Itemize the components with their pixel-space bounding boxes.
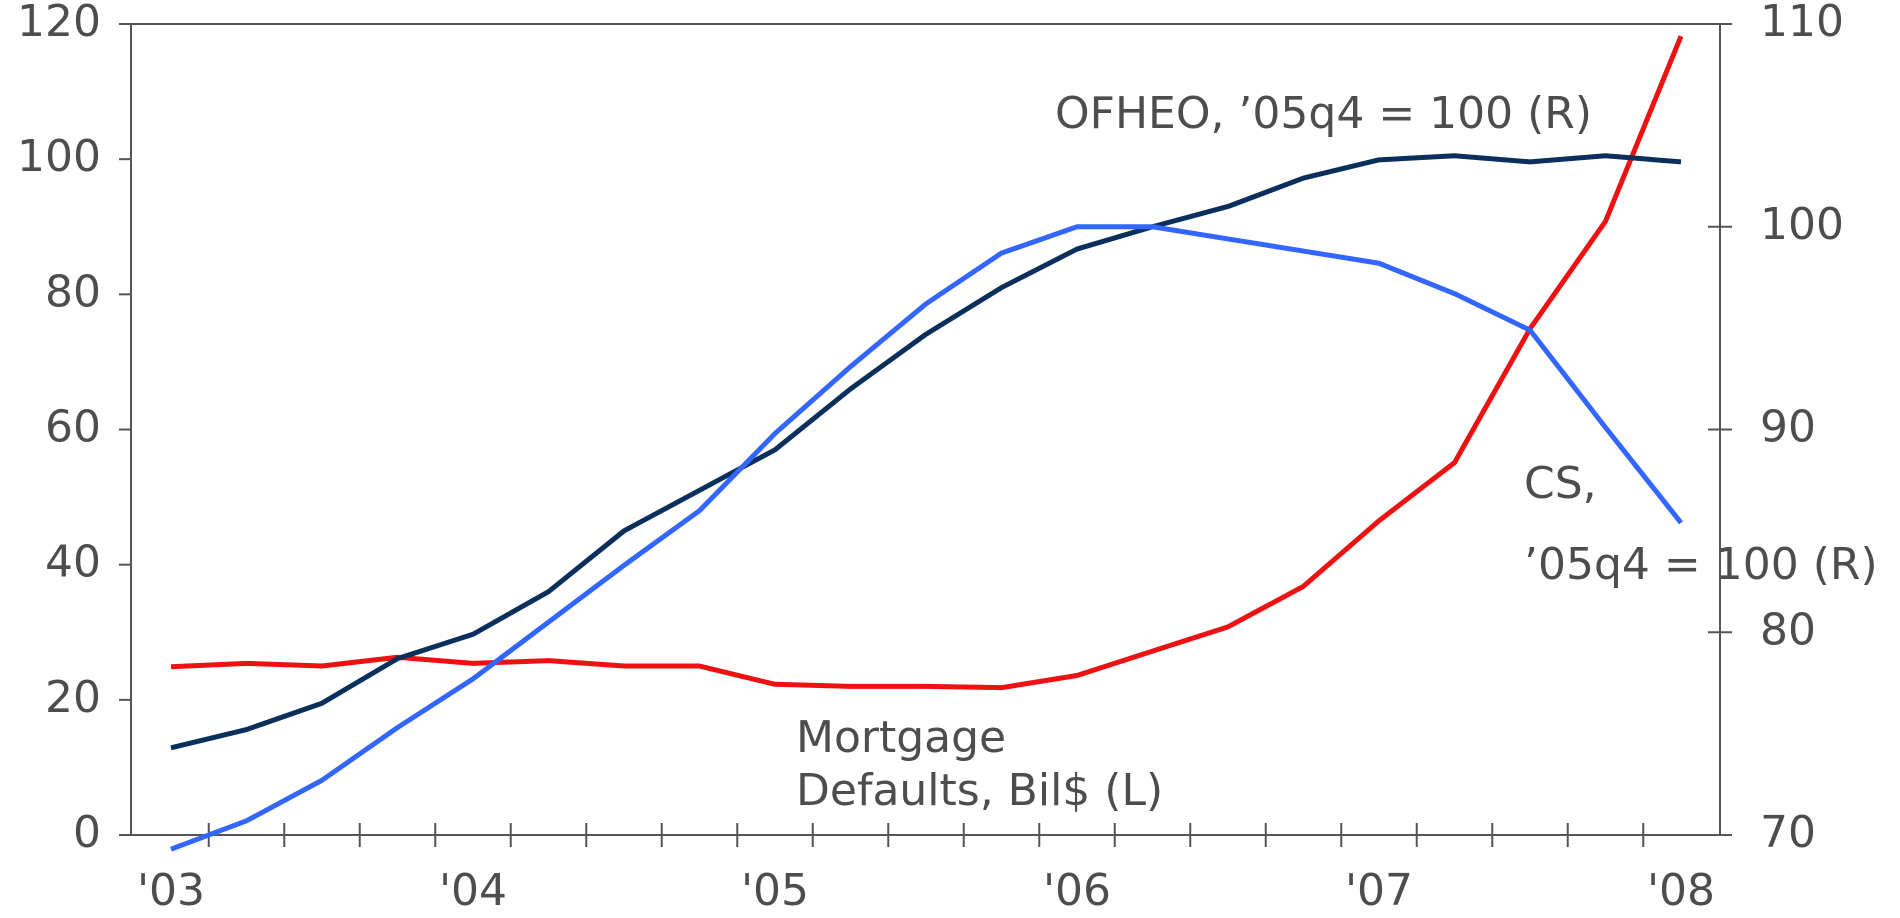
y2-tick-label: 110: [1760, 0, 1844, 47]
x-tick-label: '08: [1647, 865, 1715, 916]
y-tick-label: 0: [73, 807, 101, 858]
series-line: [170, 224, 1683, 852]
y-tick-label: 60: [45, 402, 101, 453]
x-tick-label: '04: [439, 865, 507, 916]
series-line: [170, 153, 1682, 751]
series-line: [170, 35, 1684, 691]
x-tick-label: '03: [137, 865, 205, 916]
x-tick-label: '07: [1345, 865, 1413, 916]
y-tick-label: 40: [45, 537, 101, 588]
annotation: CS,: [1524, 458, 1597, 509]
y2-tick-label: 80: [1760, 604, 1816, 655]
y-tick-label: 80: [45, 266, 101, 317]
annotation: OFHEO, ’05q4 = 100 (R): [1055, 88, 1592, 139]
x-tick-label: '06: [1043, 865, 1111, 916]
annotation: ’05q4 = 100 (R): [1524, 539, 1878, 590]
y-tick-label: 100: [17, 131, 101, 182]
x-tick-label: '05: [741, 865, 809, 916]
y-tick-label: 20: [45, 672, 101, 723]
y2-tick-label: 90: [1760, 402, 1816, 453]
annotation: Mortgage: [796, 712, 1006, 763]
y2-tick-label: 100: [1760, 199, 1844, 250]
y2-tick-label: 70: [1760, 807, 1816, 858]
annotation: Defaults, Bil$ (L): [796, 765, 1163, 816]
y-tick-label: 120: [17, 0, 101, 47]
